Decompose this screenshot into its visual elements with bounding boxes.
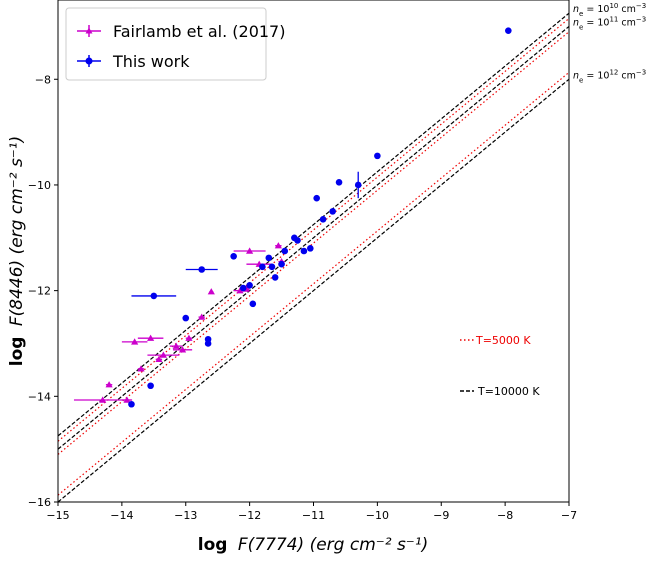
y-tick-label-1: −14 xyxy=(28,390,51,403)
reference-line-t5000-3 xyxy=(58,31,569,455)
density-label-0: ne = 1010 cm−3 xyxy=(573,2,646,18)
this-work-point-11 xyxy=(259,263,266,271)
y-tick-label-3: −10 xyxy=(28,179,51,192)
reference-line-t10000-0 xyxy=(58,12,569,437)
legend-fairlamb-marker xyxy=(77,25,101,37)
x-tick-label-0: −15 xyxy=(46,509,69,522)
this-work-point-8 xyxy=(239,284,247,292)
reference-lines xyxy=(58,12,569,502)
this-work-point-23 xyxy=(329,208,336,215)
x-axis-label: log F(7774) (erg cm⁻² s⁻¹) xyxy=(198,535,428,555)
fairlamb-point-8 xyxy=(172,342,180,349)
this-work-point-0 xyxy=(128,400,135,408)
fairlamb-point-6 xyxy=(155,355,163,363)
fairlamb-point-1 xyxy=(105,381,113,388)
legend-fairlamb-label: Fairlamb et al. (2017) xyxy=(113,22,285,41)
x-tick-label-3: −12 xyxy=(238,509,261,522)
legend: Fairlamb et al. (2017) This work xyxy=(65,7,285,81)
this-work-point-27 xyxy=(505,27,512,34)
this-work-point-2 xyxy=(150,292,158,300)
x-tick-label-2: −13 xyxy=(174,509,197,522)
fairlamb-point-3 xyxy=(131,338,139,345)
this-work-point-16 xyxy=(281,247,289,255)
y-tick-label-4: −8 xyxy=(35,73,51,86)
legend-this-work-marker xyxy=(77,55,101,67)
density-line-labels: ne = 1010 cm−3ne = 1011 cm−3 ne = 1012 cm… xyxy=(573,2,646,84)
legend-this-work-label: This work xyxy=(112,52,190,71)
this-work-point-20 xyxy=(307,245,314,252)
x-tick-label-6: −9 xyxy=(433,509,449,522)
this-work-point-12 xyxy=(265,254,273,262)
this-work-point-26 xyxy=(374,152,381,160)
this-work-point-1 xyxy=(147,382,154,390)
this-work-point-3 xyxy=(182,314,190,322)
y-tick-label-0: −16 xyxy=(28,496,51,509)
data-markers xyxy=(99,27,512,408)
x-tick-label-4: −11 xyxy=(302,509,325,522)
this-work-point-14 xyxy=(271,274,279,281)
this-work-point-7 xyxy=(230,252,237,260)
this-work-point-13 xyxy=(268,263,276,271)
fairlamb-point-13 xyxy=(236,287,244,294)
x-tick-label-5: −10 xyxy=(366,509,389,522)
fairlamb-point-5 xyxy=(147,334,155,341)
fairlamb-point-15 xyxy=(246,247,254,254)
fairlamb-point-11 xyxy=(198,313,206,320)
fairlamb-point-4 xyxy=(137,365,145,372)
fairlamb-point-10 xyxy=(185,334,193,341)
this-work-point-21 xyxy=(313,194,320,202)
this-work-point-4 xyxy=(198,266,206,273)
reference-line-t10000-5 xyxy=(58,78,569,502)
reference-line-t10000-2 xyxy=(58,25,569,450)
x-axis-ticks: −15 −14 −13 −12 −11 −10 −9 −8 −7 xyxy=(46,502,577,522)
fairlamb-point-9 xyxy=(178,346,187,353)
x-tick-label-7: −8 xyxy=(497,509,513,522)
fairlamb-point-17 xyxy=(274,242,282,249)
x-tick-label-8: −7 xyxy=(561,509,577,522)
y-axis-ticks: −16 −14 −12 −10 −8 xyxy=(28,73,58,509)
this-work-point-25 xyxy=(354,181,362,189)
annotation-5000-label: T=5000 K xyxy=(475,334,531,347)
this-work-point-18 xyxy=(294,237,301,244)
fairlamb-point-7 xyxy=(159,351,167,358)
y-tick-label-2: −12 xyxy=(28,285,51,298)
this-work-point-24 xyxy=(335,179,343,186)
y-axis-label: log F(8446) (erg cm⁻² s⁻¹) xyxy=(7,136,27,366)
this-work-point-10 xyxy=(249,300,257,308)
this-work-point-6 xyxy=(204,335,212,343)
density-label-2: ne = 1011 cm−3 xyxy=(573,15,646,31)
this-work-point-15 xyxy=(278,260,285,268)
fairlamb-point-12 xyxy=(207,288,215,295)
fairlamb-point-0 xyxy=(99,396,107,403)
this-work-point-22 xyxy=(319,215,327,223)
annotation-10000-label: T=10000 K xyxy=(477,385,540,398)
fairlamb-point-2 xyxy=(123,396,131,403)
this-work-point-19 xyxy=(300,247,308,255)
density-label-5: ne = 1012 cm−3 xyxy=(573,68,646,84)
this-work-point-9 xyxy=(246,282,253,289)
legend-box xyxy=(65,7,267,81)
reference-line-t5000-1 xyxy=(58,18,569,442)
x-tick-label-1: −14 xyxy=(110,509,133,522)
reference-line-t5000-4 xyxy=(58,71,569,496)
